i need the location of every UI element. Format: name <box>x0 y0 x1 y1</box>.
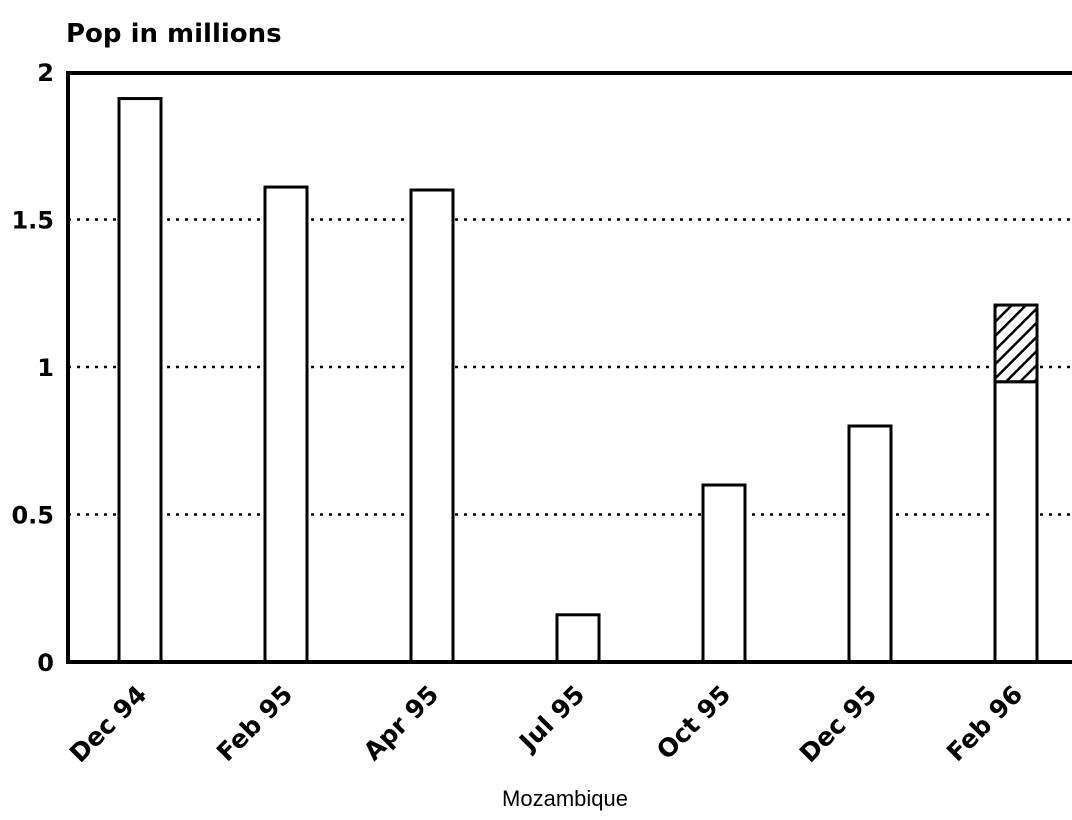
bar-hatched-segment <box>993 303 1039 384</box>
bar <box>117 97 163 664</box>
y-tick-label: 1 <box>37 354 54 382</box>
x-tick-labels: Dec 94 Feb 95 Apr 95 Jul 95 Oct 95 Dec 95 Feb … <box>64 680 1028 768</box>
y-tick-labels: 0 0.5 1 1.5 2 <box>11 59 54 677</box>
x-tick-label: Jul 95 <box>512 680 590 758</box>
y-tick-label: 0 <box>37 649 54 677</box>
bars <box>117 97 1039 664</box>
x-tick-label: Oct 95 <box>651 680 736 765</box>
bar <box>701 483 747 664</box>
x-axis-title: Mozambique <box>502 786 628 811</box>
bar <box>409 188 455 664</box>
bar <box>993 380 1039 664</box>
y-tick-label: 1.5 <box>11 207 54 235</box>
x-tick-label: Dec 95 <box>794 680 882 768</box>
x-tick-label: Dec 94 <box>64 680 152 768</box>
gridlines <box>68 218 1072 516</box>
x-tick-label: Feb 96 <box>941 680 1028 767</box>
bar <box>263 185 309 664</box>
bar <box>847 424 893 664</box>
x-tick-label: Feb 95 <box>211 680 298 767</box>
bar <box>555 613 601 664</box>
x-tick-label: Apr 95 <box>358 680 444 766</box>
y-axis-title: Pop in millions <box>66 19 282 49</box>
y-tick-label: 0.5 <box>11 502 54 530</box>
y-tick-label: 2 <box>37 59 54 87</box>
